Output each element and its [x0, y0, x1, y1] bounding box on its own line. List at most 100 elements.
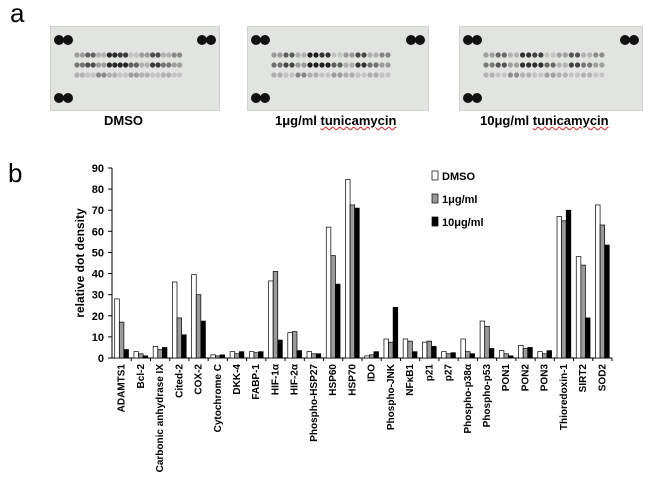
- array-spot: [123, 72, 129, 78]
- array-spot: [544, 72, 550, 78]
- array-spot: [150, 72, 156, 78]
- dot-blot-dmso: [50, 26, 220, 111]
- array-spot: [593, 72, 599, 78]
- bar: [138, 353, 144, 359]
- array-spot: [101, 72, 107, 78]
- array-spot: [379, 52, 385, 58]
- array-spot: [513, 52, 520, 58]
- x-tick-label: ADAMTS1: [117, 364, 128, 413]
- bar: [508, 355, 514, 359]
- x-tick-label: Phospho-p38α: [463, 363, 474, 433]
- array-spot: [520, 72, 526, 78]
- reference-spot: [472, 35, 482, 45]
- bar: [441, 351, 447, 359]
- array-spot: [562, 62, 568, 68]
- legend-label: 10μg/ml: [442, 217, 484, 229]
- array-spot: [123, 62, 129, 68]
- array-spot: [581, 62, 587, 68]
- array-spot: [355, 52, 361, 58]
- array-spot: [599, 72, 605, 78]
- panel-label-b: b: [8, 158, 23, 188]
- array-spot: [106, 72, 112, 78]
- x-tick-label: Phospho-p53: [482, 364, 493, 428]
- bar: [133, 351, 139, 359]
- reference-spot: [620, 35, 630, 45]
- bar: [123, 349, 129, 359]
- array-spot: [289, 52, 295, 58]
- array-spot: [307, 62, 313, 68]
- array-spot: [117, 52, 123, 58]
- array-spot: [385, 62, 391, 68]
- array-spot: [349, 62, 355, 68]
- array-spot: [581, 72, 587, 78]
- bar: [349, 204, 356, 359]
- bar: [229, 351, 236, 359]
- bar: [345, 179, 351, 359]
- array-spot: [155, 52, 161, 58]
- array-spot: [117, 62, 123, 68]
- bar: [469, 353, 476, 359]
- array-spot: [337, 52, 343, 58]
- array-spot: [277, 62, 283, 68]
- array-spot: [495, 72, 501, 78]
- array-spot: [177, 72, 183, 78]
- x-tick-label: COX-2: [194, 364, 205, 395]
- bar: [238, 351, 245, 359]
- array-spot: [367, 62, 373, 68]
- array-spot: [556, 62, 562, 68]
- bar: [542, 353, 548, 359]
- array-spot: [331, 52, 337, 58]
- reference-spot: [206, 35, 216, 45]
- bar: [498, 350, 505, 359]
- reference-spot: [260, 93, 270, 103]
- array-spot: [144, 52, 150, 58]
- bar: [580, 264, 586, 359]
- array-spot: [574, 72, 581, 78]
- x-tick-label: PON1: [501, 364, 512, 392]
- y-tick-label: 10: [92, 332, 104, 344]
- bar: [200, 320, 206, 359]
- array-spot: [355, 72, 361, 78]
- array-spot: [349, 72, 355, 78]
- array-spot: [544, 52, 550, 58]
- bar: [537, 351, 543, 359]
- array-spot: [538, 72, 544, 78]
- bar: [518, 344, 524, 359]
- bar: [599, 224, 606, 359]
- legend-swatch: [431, 193, 439, 204]
- array-spot: [526, 62, 532, 68]
- array-spot: [171, 72, 177, 78]
- array-spot: [301, 62, 307, 68]
- array-spot: [361, 62, 367, 68]
- bar: [253, 352, 259, 359]
- bar: [311, 353, 317, 359]
- array-spot: [501, 72, 507, 78]
- dot-blot-membrane: [463, 35, 639, 103]
- array-spot: [587, 62, 593, 68]
- y-tick-label: 60: [92, 226, 104, 238]
- array-spot: [550, 52, 556, 58]
- x-tick-label: SIRT2: [578, 364, 589, 393]
- array-spot: [538, 62, 544, 68]
- reference-spot: [463, 35, 473, 45]
- reference-spot: [629, 35, 639, 45]
- array-spot: [349, 52, 355, 58]
- array-spot: [532, 62, 538, 68]
- bar: [575, 256, 582, 359]
- array-spot: [373, 52, 379, 58]
- array-spot: [538, 52, 544, 58]
- array-spot: [101, 62, 107, 68]
- bar: [277, 339, 283, 359]
- array-spot: [568, 52, 574, 58]
- reference-spot: [197, 35, 207, 45]
- array-spot: [150, 52, 156, 58]
- array-spot: [133, 52, 139, 58]
- array-spot: [301, 52, 307, 58]
- x-tick-label: Carbonic anhydrase IX: [155, 364, 166, 473]
- array-spot: [128, 52, 134, 58]
- array-spot: [319, 52, 325, 58]
- array-spot: [139, 52, 145, 58]
- bar: [522, 348, 529, 359]
- bar: [142, 355, 149, 359]
- y-tick-label: 70: [92, 205, 104, 217]
